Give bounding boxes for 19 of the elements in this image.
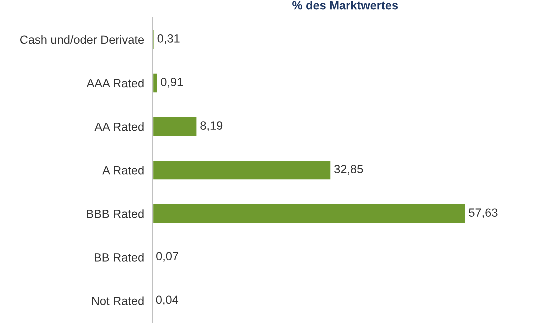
- bar: [152, 160, 332, 182]
- data-label: 0,31: [158, 34, 180, 44]
- data-label: 57,63: [469, 208, 498, 218]
- data-label: 0,04: [156, 296, 179, 306]
- bar: [152, 72, 159, 94]
- chart-title: % des Marktwertes: [292, 1, 398, 10]
- y-tick-label: Not Rated: [92, 296, 144, 306]
- y-tick-label: Cash und/oder Derivate: [20, 35, 144, 44]
- bar: [152, 116, 198, 138]
- y-tick-label: BBB Rated: [87, 210, 144, 218]
- y-tick-label: BB Rated: [95, 253, 144, 262]
- data-label: 0,91: [161, 78, 184, 88]
- y-tick-label: AA Rated: [94, 122, 144, 132]
- bar: [152, 203, 467, 225]
- data-label: 0,07: [156, 252, 178, 262]
- data-label: 32,85: [334, 165, 364, 175]
- y-tick-label: AAA Rated: [86, 78, 144, 88]
- y-tick-label: A Rated: [102, 166, 144, 175]
- data-label: 8,19: [200, 122, 223, 132]
